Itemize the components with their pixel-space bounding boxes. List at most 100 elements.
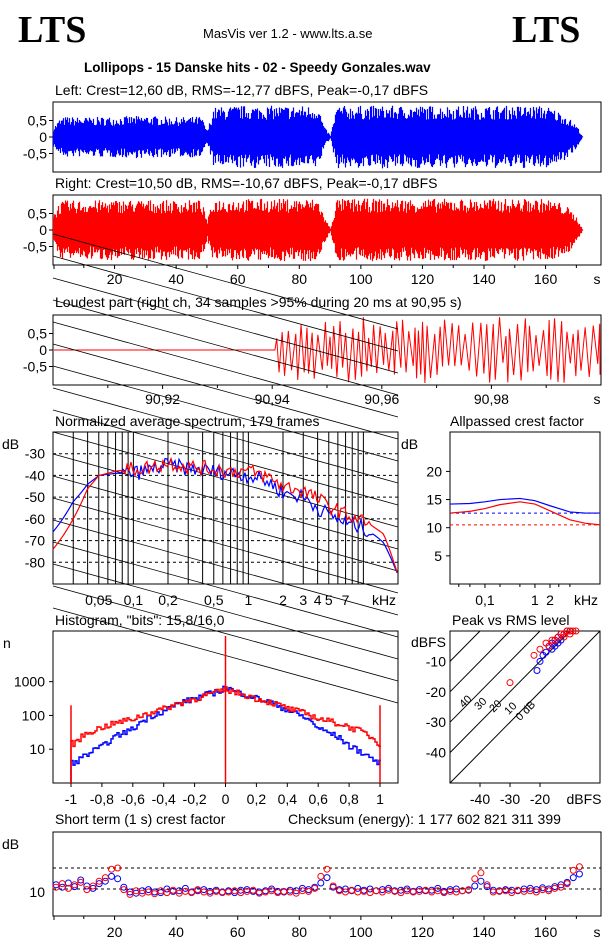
spectrum-xtick-label: 1 — [244, 592, 252, 608]
peak-rms-crest-diagonal — [449, 630, 511, 693]
peak-rms-point-right — [545, 642, 553, 650]
spectrum-slope-line — [52, 255, 399, 352]
peak-rms-crest-diagonal — [449, 630, 571, 753]
peak-rms-frame — [449, 630, 601, 784]
peak-rms-crest-diagonal — [449, 630, 481, 662]
spectrum-slope-line — [52, 497, 399, 594]
spectrum-xtick-label: 0,1 — [124, 592, 144, 608]
short-term-point-right — [532, 888, 540, 896]
spectrum-xtick-label: 7 — [342, 592, 350, 608]
short-term-point-left — [144, 886, 152, 894]
spectrum-xtick-label: 0,05 — [85, 592, 112, 608]
histogram-xtick-label: 1 — [376, 791, 384, 807]
left-channel-stats: Left: Crest=12,60 dB, RMS=-12,77 dBFS, P… — [55, 82, 429, 98]
histogram-xtick-label: -0,2 — [183, 791, 207, 807]
right-channel-stats: Right: Crest=10,50 dB, RMS=-10,67 dBFS, … — [55, 175, 438, 191]
allpass-curve-left — [449, 497, 600, 514]
short-term-point-left — [317, 879, 325, 887]
short-term-point-right — [64, 884, 72, 892]
lts-logo-left: LTS — [18, 9, 87, 51]
histogram-xtick-label: -1 — [65, 791, 78, 807]
short-term-point-left — [95, 880, 103, 888]
peak-rms-ytick-label: -40 — [426, 745, 446, 761]
spectrum-curve-left — [52, 457, 398, 573]
short-term-ylabel: dB — [2, 836, 19, 852]
spectrum-xtick-label: 2 — [279, 592, 287, 608]
peak-rms-ytick-label: -20 — [426, 684, 446, 700]
spectrum-slope-line — [52, 519, 399, 616]
short-term-point-right — [52, 883, 60, 891]
peak-rms-point-right — [551, 636, 559, 644]
allpass-curve-right — [449, 501, 601, 526]
spectrum-xtick-label: 0,5 — [204, 592, 224, 608]
histogram-xtick-label: 0,6 — [308, 791, 328, 807]
short-term-xtick-label: 40 — [168, 924, 184, 940]
short-term-point-right — [471, 875, 479, 883]
short-term-point-left — [452, 885, 460, 893]
spectrum-slope-line — [52, 563, 399, 660]
allpass-ytick-label: 5 — [434, 548, 442, 564]
short-term-point-right — [508, 889, 516, 897]
short-term-point-right — [157, 887, 165, 895]
short-term-xtick-label: 20 — [107, 924, 123, 940]
loudest-xtick-label: 90,92 — [145, 391, 180, 407]
short-term-xtick-label: 140 — [472, 924, 496, 940]
short-term-point-right — [545, 887, 553, 895]
short-term-point-left — [77, 876, 85, 884]
peak-rms-point-right — [530, 651, 538, 659]
peak-rms-xtick-label: -20 — [530, 791, 550, 807]
histogram-title: Histogram, "bits": 15,8/16,0 — [55, 612, 225, 628]
short-term-point-left — [181, 884, 189, 892]
peak-rms-xtick-label: -40 — [470, 791, 490, 807]
peak-rms-point-right — [536, 645, 544, 653]
short-term-point-right — [341, 888, 349, 896]
short-term-point-left — [575, 870, 583, 878]
short-term-point-right — [144, 888, 152, 896]
checksum: Checksum (energy): 1 177 602 821 311 399 — [288, 811, 561, 827]
short-term-point-left — [471, 882, 479, 890]
spectrum-title: Normalized average spectrum, 179 frames — [55, 413, 320, 429]
short-term-xtick-label: 60 — [230, 924, 246, 940]
allpass-ytick-label: 15 — [426, 492, 442, 508]
spectrum-slope-line — [52, 343, 399, 440]
short-term-point-right — [101, 874, 109, 882]
histogram-ytick-label: 10 — [29, 741, 45, 757]
short-term-point-right — [71, 881, 79, 889]
short-term-point-right — [188, 889, 196, 897]
peak-rms-xtick-label: -30 — [500, 791, 520, 807]
short-term-title: Short term (1 s) crest factor — [55, 811, 226, 827]
short-term-point-right — [132, 887, 140, 895]
short-term-xtick-label: 120 — [411, 924, 435, 940]
waveform-right-xtick-label: 60 — [230, 271, 246, 287]
histogram-xtick-label: 0,8 — [339, 791, 359, 807]
short-term-point-right — [163, 889, 171, 897]
short-term-point-right — [268, 887, 276, 895]
short-term-xtick-label: 80 — [292, 924, 308, 940]
short-term-point-right — [114, 864, 122, 872]
short-term-point-left — [120, 883, 128, 891]
waveform-left-ytick-label: 0 — [39, 129, 47, 145]
spectrum-xtick-label: 0,2 — [158, 592, 178, 608]
short-term-point-right — [323, 865, 331, 873]
allpass-ylabel: dB — [401, 436, 418, 452]
spectrum-ytick-label: -50 — [25, 489, 45, 505]
allpass-xtick-label: kHz — [574, 592, 598, 608]
waveform-right-xtick-label: 160 — [534, 271, 558, 287]
spectrum-slope-line — [52, 409, 399, 506]
short-term-point-left — [107, 872, 115, 880]
spectrum-ytick-label: -80 — [25, 554, 45, 570]
allpass-xtick-label: 0,1 — [475, 592, 495, 608]
peak-rms-diagonal-label: 30 — [472, 696, 489, 713]
waveform-right-xtick-label: 120 — [411, 271, 435, 287]
short-term-xtick-label: 160 — [534, 924, 558, 940]
short-term-point-left — [354, 884, 362, 892]
allpass-ytick-label: 10 — [426, 520, 442, 536]
short-term-point-left — [114, 875, 122, 883]
allpass-frame — [449, 431, 601, 585]
short-term-point-right — [231, 887, 239, 895]
spectrum-ytick-label: -60 — [25, 511, 45, 527]
waveform-right-ytick-label: -0,5 — [23, 239, 47, 255]
waveform-right-xtick-label: 100 — [349, 271, 373, 287]
short-term-point-right — [120, 886, 128, 894]
peak-rms-xtick-label: dBFS — [566, 791, 601, 807]
